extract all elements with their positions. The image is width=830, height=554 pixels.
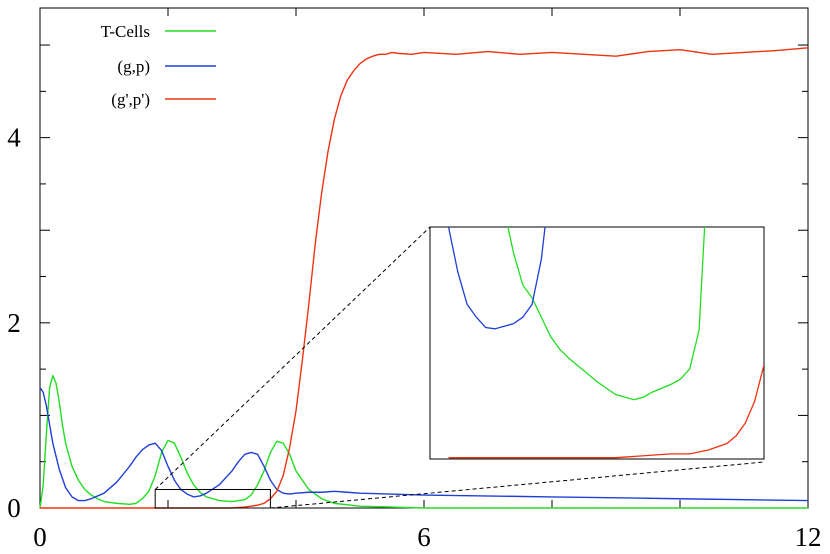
y-tick-label: 2 xyxy=(7,308,21,338)
inset-series-line-0 xyxy=(507,227,706,401)
inset-series-line-2 xyxy=(448,364,764,459)
legend-label: T-Cells xyxy=(101,22,150,41)
y-tick-label: 0 xyxy=(7,493,21,523)
axis-ticks xyxy=(39,8,809,509)
series-line-1 xyxy=(39,387,809,502)
series-line-0 xyxy=(39,374,808,509)
x-tick-label: 6 xyxy=(417,522,431,552)
inset-plot xyxy=(429,226,765,460)
series-layer xyxy=(39,47,809,509)
x-tick-label: 0 xyxy=(33,522,47,552)
x-tick-label: 12 xyxy=(795,522,822,552)
legend-label: (g,p) xyxy=(117,57,150,76)
inset-series-line-1 xyxy=(447,227,546,330)
y-tick-label: 4 xyxy=(7,123,21,153)
zoom-connector xyxy=(154,226,431,490)
axis-tick-labels: 0 6 12 0 2 4 xyxy=(7,123,821,552)
inset-frame xyxy=(429,226,765,460)
legend-label: (g',p') xyxy=(111,90,150,109)
zoom-rectangle xyxy=(154,488,271,509)
zoom-connector xyxy=(270,461,765,509)
zoom-region xyxy=(154,226,765,509)
legend: T-Cells (g,p) (g',p') xyxy=(101,22,216,109)
series-line-2 xyxy=(40,47,809,509)
